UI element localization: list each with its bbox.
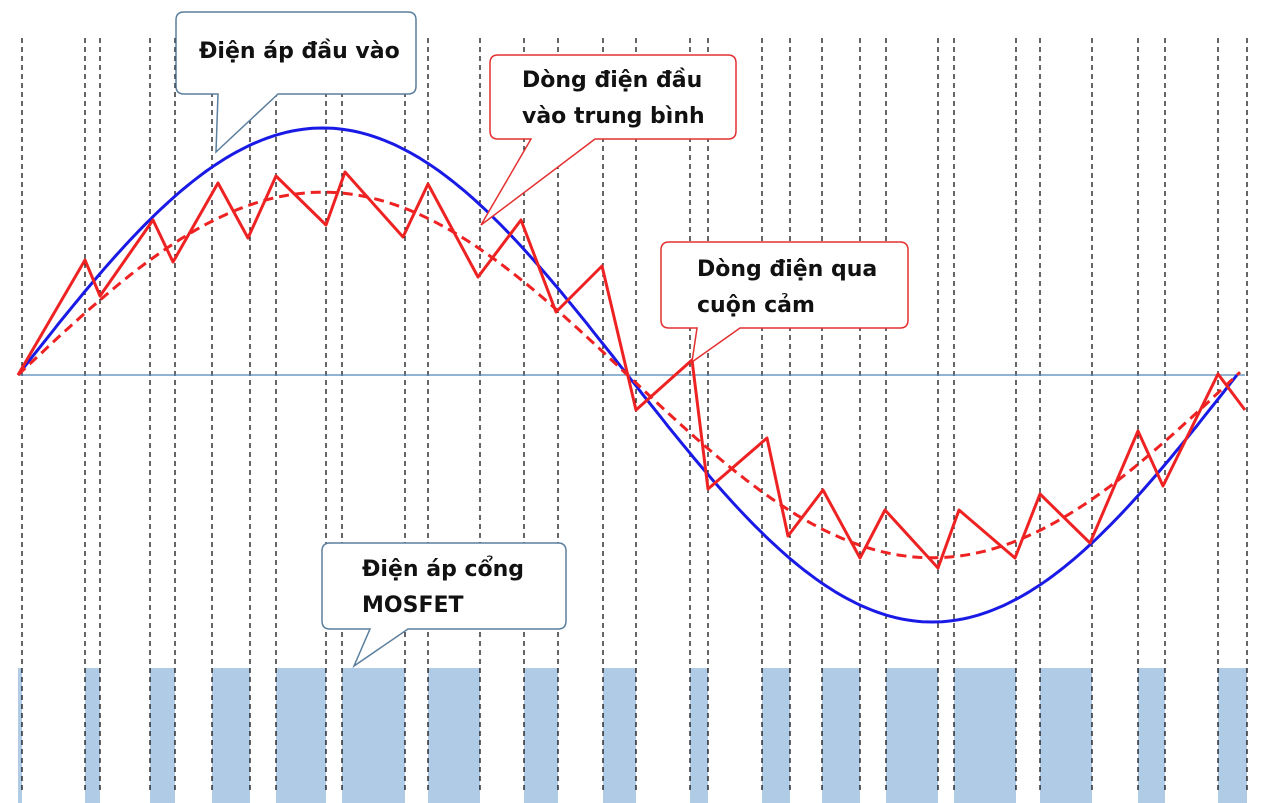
inductor-current-label-line1: Dòng điện qua	[697, 257, 878, 282]
gate-pulse-13	[886, 668, 938, 803]
gate-pulse-5	[276, 668, 326, 803]
inductor-current-label: Dòng điện qua cuộn cảm	[697, 252, 877, 324]
gate-voltage-label-line2: MOSFET	[362, 593, 464, 618]
gate-voltage-pulses	[18, 668, 1247, 803]
average-current-label-line2: vào trung bình	[522, 104, 705, 129]
gate-pulse-14	[954, 668, 1016, 803]
inductor-current-curve	[16, 170, 1247, 570]
gate-pulse-7	[428, 668, 480, 803]
gate-pulse-3	[150, 668, 175, 803]
gate-pulse-8	[524, 668, 558, 803]
input-voltage-callout	[175, 11, 417, 154]
gate-pulse-10	[690, 668, 708, 803]
gate-pulse-16	[1138, 668, 1165, 803]
gate-pulse-11	[762, 668, 790, 803]
gate-pulse-17	[1218, 668, 1247, 803]
gate-voltage-label-line1: Điện áp cổng	[362, 557, 525, 582]
gate-pulse-12	[822, 668, 860, 803]
gate-pulse-1	[18, 668, 22, 803]
inductor-current-label-line2: cuộn cảm	[697, 293, 815, 318]
gate-pulse-6	[342, 668, 405, 803]
gate-voltage-callout	[321, 542, 567, 669]
average-current-label-line1: Dòng điện đầu	[522, 68, 703, 93]
input-voltage-label: Điện áp đầu vào	[199, 34, 400, 70]
average-current-callout	[480, 54, 737, 226]
input-voltage-label-text: Điện áp đầu vào	[199, 39, 400, 64]
average-current-label: Dòng điện đầu vào trung bình	[522, 63, 705, 135]
gate-voltage-label: Điện áp cổng MOSFET	[362, 552, 524, 624]
inductor-current-callout	[660, 241, 909, 364]
gate-pulse-9	[603, 668, 636, 803]
gate-pulse-4	[212, 668, 250, 803]
gate-pulse-15	[1040, 668, 1092, 803]
gate-pulse-2	[85, 668, 100, 803]
